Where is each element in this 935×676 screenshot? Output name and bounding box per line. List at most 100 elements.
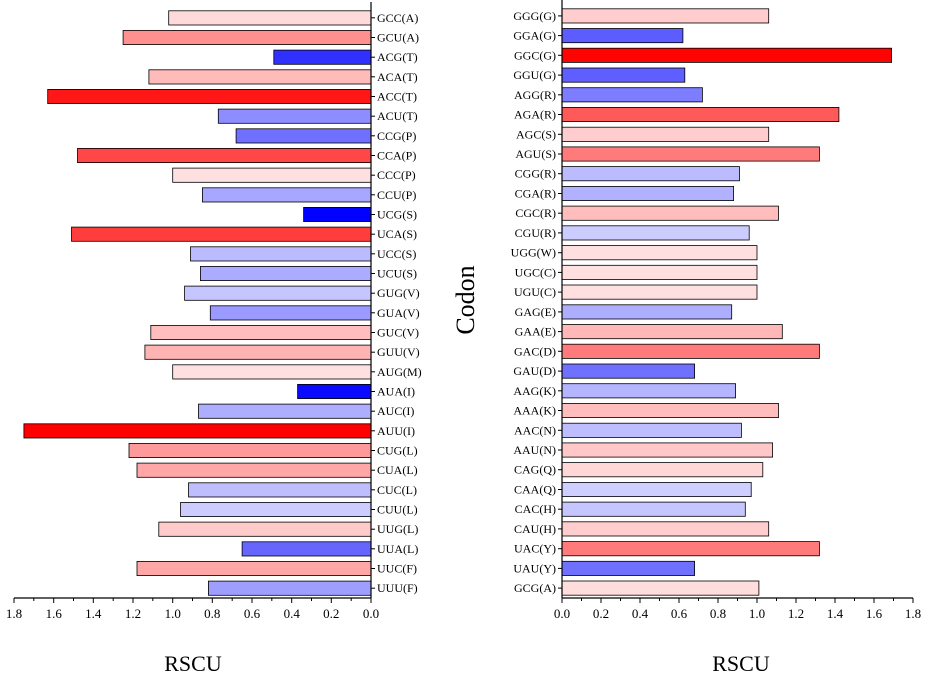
bar-CGC(R) bbox=[561, 205, 779, 221]
category-label: GGC(G) bbox=[514, 48, 556, 62]
category-label: AUG(M) bbox=[377, 365, 422, 379]
bar-AUC(I) bbox=[198, 403, 372, 419]
category-label: GGA(G) bbox=[513, 29, 556, 43]
category-label: CUU(L) bbox=[377, 503, 418, 517]
category-label: CGC(R) bbox=[515, 206, 556, 220]
bar-CAG(Q) bbox=[561, 462, 764, 478]
category-label: UCG(S) bbox=[377, 208, 417, 222]
value-tick-label: 0.4 bbox=[632, 606, 649, 621]
category-label: AGU(S) bbox=[515, 147, 556, 161]
category-label: GAC(D) bbox=[514, 344, 556, 358]
bar-GGC(G) bbox=[561, 47, 893, 63]
category-label: CCG(P) bbox=[377, 129, 416, 143]
category-label: AAU(N) bbox=[513, 443, 556, 457]
category-label: CAA(Q) bbox=[514, 483, 556, 497]
category-label: CUA(L) bbox=[377, 463, 418, 477]
category-label: AUC(I) bbox=[377, 404, 414, 418]
category-label: UAU(Y) bbox=[513, 561, 556, 575]
bar-AAU(N) bbox=[561, 442, 774, 458]
right-panel: GGG(G) GGA(G) GGC(G) GGU(G) AGG(R) AGA(R) AGC(… bbox=[511, 0, 921, 621]
category-label: CGA(R) bbox=[515, 187, 556, 201]
category-label: ACA(T) bbox=[377, 70, 418, 84]
value-tick-label: 0.0 bbox=[554, 606, 570, 621]
bar-AUA(I) bbox=[297, 383, 372, 399]
category-label: CCU(P) bbox=[377, 188, 416, 202]
category-label: UUG(L) bbox=[377, 522, 418, 536]
category-label: GCU(A) bbox=[377, 31, 419, 45]
value-tick-label: 1.0 bbox=[749, 606, 765, 621]
bar-AGU(S) bbox=[561, 146, 820, 162]
bar-GAG(E) bbox=[561, 304, 733, 320]
bar-GUU(V) bbox=[144, 344, 372, 360]
bar-CUG(L) bbox=[128, 442, 372, 458]
category-label: UUA(L) bbox=[377, 542, 418, 556]
value-tick-label: 1.4 bbox=[85, 606, 102, 621]
bar-UAU(Y) bbox=[561, 560, 696, 576]
bar-GAC(D) bbox=[561, 343, 820, 359]
bar-GAU(D) bbox=[561, 363, 696, 379]
bar-AGA(R) bbox=[561, 107, 840, 123]
bar-CCC(P) bbox=[172, 167, 372, 183]
bar-GAA(E) bbox=[561, 324, 783, 340]
bar-CAU(H) bbox=[561, 521, 770, 537]
bar-UGC(C) bbox=[561, 264, 758, 280]
value-tick-label: 1.2 bbox=[125, 606, 141, 621]
bar-CCG(P) bbox=[235, 128, 372, 144]
category-label: GAA(E) bbox=[515, 325, 556, 339]
bar-UCA(S) bbox=[71, 226, 372, 242]
category-label: GAG(E) bbox=[515, 305, 556, 319]
bar-UCU(S) bbox=[199, 265, 372, 281]
bar-ACC(T) bbox=[47, 89, 372, 105]
bar-CCU(P) bbox=[201, 187, 372, 203]
category-label: GAU(D) bbox=[513, 364, 556, 378]
category-label: GGG(G) bbox=[513, 9, 556, 23]
bar-GGU(G) bbox=[561, 67, 686, 83]
category-label: AAA(K) bbox=[513, 404, 556, 418]
bar-AGG(R) bbox=[561, 87, 703, 103]
bar-CUU(L) bbox=[180, 501, 372, 517]
category-label: GUC(V) bbox=[377, 326, 419, 340]
bar-AAA(K) bbox=[561, 402, 779, 418]
category-label: UUC(F) bbox=[377, 562, 417, 576]
bar-GUG(V) bbox=[184, 285, 372, 301]
bar-UGG(W) bbox=[561, 245, 758, 261]
bar-AAG(K) bbox=[561, 383, 737, 399]
category-label: ACU(T) bbox=[377, 109, 418, 123]
right-x-axis-title: RSCU bbox=[712, 651, 770, 676]
category-label: CAG(Q) bbox=[514, 463, 556, 477]
category-label: ACC(T) bbox=[377, 90, 417, 104]
bar-CUC(L) bbox=[188, 482, 372, 498]
bar-AGC(S) bbox=[561, 126, 770, 142]
category-label: CCA(P) bbox=[377, 149, 416, 163]
category-label: UCU(S) bbox=[377, 267, 417, 281]
value-tick-label: 1.6 bbox=[866, 606, 883, 621]
bar-UUG(L) bbox=[158, 521, 372, 537]
bar-GUC(V) bbox=[150, 324, 372, 340]
bar-UGU(C) bbox=[561, 284, 758, 300]
category-label: AAC(N) bbox=[514, 423, 556, 437]
bar-GCU(A) bbox=[122, 29, 372, 45]
value-tick-label: 1.6 bbox=[46, 606, 63, 621]
value-tick-label: 0.2 bbox=[593, 606, 609, 621]
value-tick-label: 0.8 bbox=[204, 606, 220, 621]
category-label: AGG(R) bbox=[514, 88, 556, 102]
category-label: ACG(T) bbox=[377, 50, 418, 64]
bar-UUU(F) bbox=[207, 580, 372, 596]
category-label: GCC(A) bbox=[377, 11, 418, 25]
category-label: CAC(H) bbox=[515, 502, 556, 516]
left-panel: GCC(A) GCU(A) ACG(T) ACA(T) ACC(T) ACU(T) CCG(… bbox=[6, 2, 422, 621]
category-label: AUA(I) bbox=[377, 385, 415, 399]
category-label: GUG(V) bbox=[377, 286, 420, 300]
category-label: CGG(R) bbox=[515, 167, 556, 181]
value-tick-label: 1.8 bbox=[6, 606, 22, 621]
category-label: CUC(L) bbox=[377, 483, 417, 497]
bar-CAA(Q) bbox=[561, 481, 752, 497]
value-tick-label: 0.0 bbox=[363, 606, 379, 621]
bar-AUG(M) bbox=[172, 364, 372, 380]
bar-GCC(A) bbox=[168, 10, 372, 26]
bar-CGA(R) bbox=[561, 185, 735, 201]
bar-UCG(S) bbox=[303, 206, 372, 222]
category-label: AGA(R) bbox=[514, 108, 556, 122]
bar-GUA(V) bbox=[209, 305, 372, 321]
